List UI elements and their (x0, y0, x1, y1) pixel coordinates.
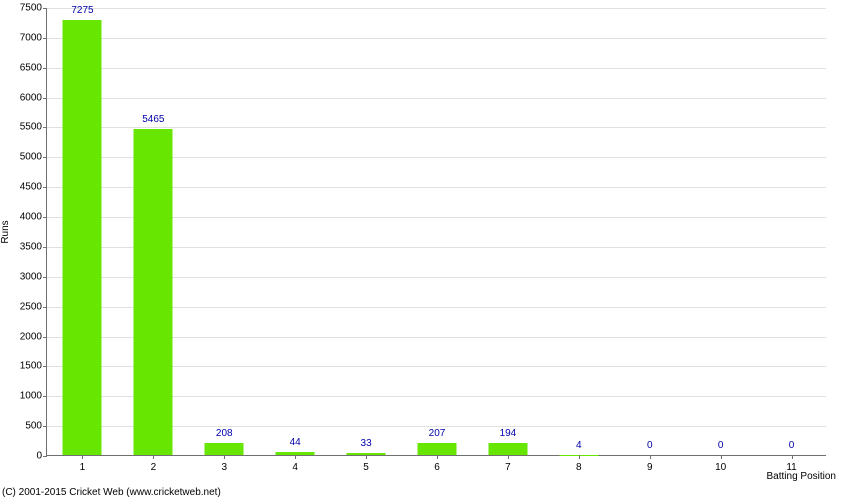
xtick-mark (437, 455, 438, 459)
bar-value-label: 0 (718, 440, 724, 451)
xtick-label: 9 (647, 462, 653, 473)
xtick-label: 6 (434, 462, 440, 473)
bar-value-label: 208 (216, 428, 233, 439)
xtick-label: 2 (151, 462, 157, 473)
ytick-label: 6000 (2, 92, 42, 103)
bar (134, 129, 173, 455)
ytick-label: 1000 (2, 391, 42, 402)
bar-slot: 010 (685, 8, 756, 455)
bar-slot: 09 (614, 8, 685, 455)
bar (63, 20, 102, 455)
ytick-mark (43, 456, 47, 457)
bar-value-label: 7275 (71, 5, 93, 16)
ytick-label: 7000 (2, 32, 42, 43)
bar-value-label: 5465 (142, 114, 164, 125)
ytick-label: 4500 (2, 182, 42, 193)
chart-container: 72751546522083444335207619474809010011 R… (0, 0, 850, 500)
ytick-label: 2000 (2, 331, 42, 342)
xtick-label: 7 (505, 462, 511, 473)
ytick-label: 6500 (2, 62, 42, 73)
xtick-mark (508, 455, 509, 459)
ytick-label: 3000 (2, 271, 42, 282)
bar-slot: 2076 (402, 8, 473, 455)
xtick-mark (153, 455, 154, 459)
ytick-label: 1500 (2, 361, 42, 372)
xtick-label: 1 (80, 462, 86, 473)
xtick-mark (792, 455, 793, 459)
xtick-mark (579, 455, 580, 459)
ytick-label: 5000 (2, 152, 42, 163)
ytick-label: 500 (2, 421, 42, 432)
ytick-label: 3500 (2, 241, 42, 252)
bar-slot: 54652 (118, 8, 189, 455)
bar-value-label: 0 (647, 440, 653, 451)
bar (488, 443, 527, 455)
bar-slot: 335 (331, 8, 402, 455)
bar-value-label: 44 (290, 437, 301, 448)
xtick-mark (721, 455, 722, 459)
plot-area: 72751546522083444335207619474809010011 (46, 8, 826, 456)
xtick-label: 10 (715, 462, 726, 473)
ytick-label: 2500 (2, 301, 42, 312)
bar-value-label: 194 (500, 428, 517, 439)
xtick-label: 3 (221, 462, 227, 473)
y-axis-label: Runs (0, 220, 11, 243)
bar-value-label: 0 (789, 440, 795, 451)
bar-value-label: 4 (576, 440, 582, 451)
ytick-label: 5500 (2, 122, 42, 133)
bar-slot: 72751 (47, 8, 118, 455)
ytick-label: 4000 (2, 212, 42, 223)
xtick-label: 4 (292, 462, 298, 473)
bar-value-label: 33 (361, 438, 372, 449)
xtick-label: 5 (363, 462, 369, 473)
bar-value-label: 207 (429, 428, 446, 439)
bar-slot: 444 (260, 8, 331, 455)
bar-slot: 011 (756, 8, 827, 455)
copyright-text: (C) 2001-2015 Cricket Web (www.cricketwe… (2, 487, 221, 498)
bar-slot: 2083 (189, 8, 260, 455)
bar-slot: 1947 (472, 8, 543, 455)
ytick-label: 7500 (2, 3, 42, 14)
xtick-mark (224, 455, 225, 459)
xtick-label: 8 (576, 462, 582, 473)
xtick-mark (295, 455, 296, 459)
x-axis-label: Batting Position (767, 471, 837, 482)
xtick-mark (366, 455, 367, 459)
bar (205, 443, 244, 455)
xtick-mark (82, 455, 83, 459)
bar (417, 443, 456, 455)
ytick-label: 0 (2, 451, 42, 462)
bar-slot: 48 (543, 8, 614, 455)
xtick-mark (650, 455, 651, 459)
